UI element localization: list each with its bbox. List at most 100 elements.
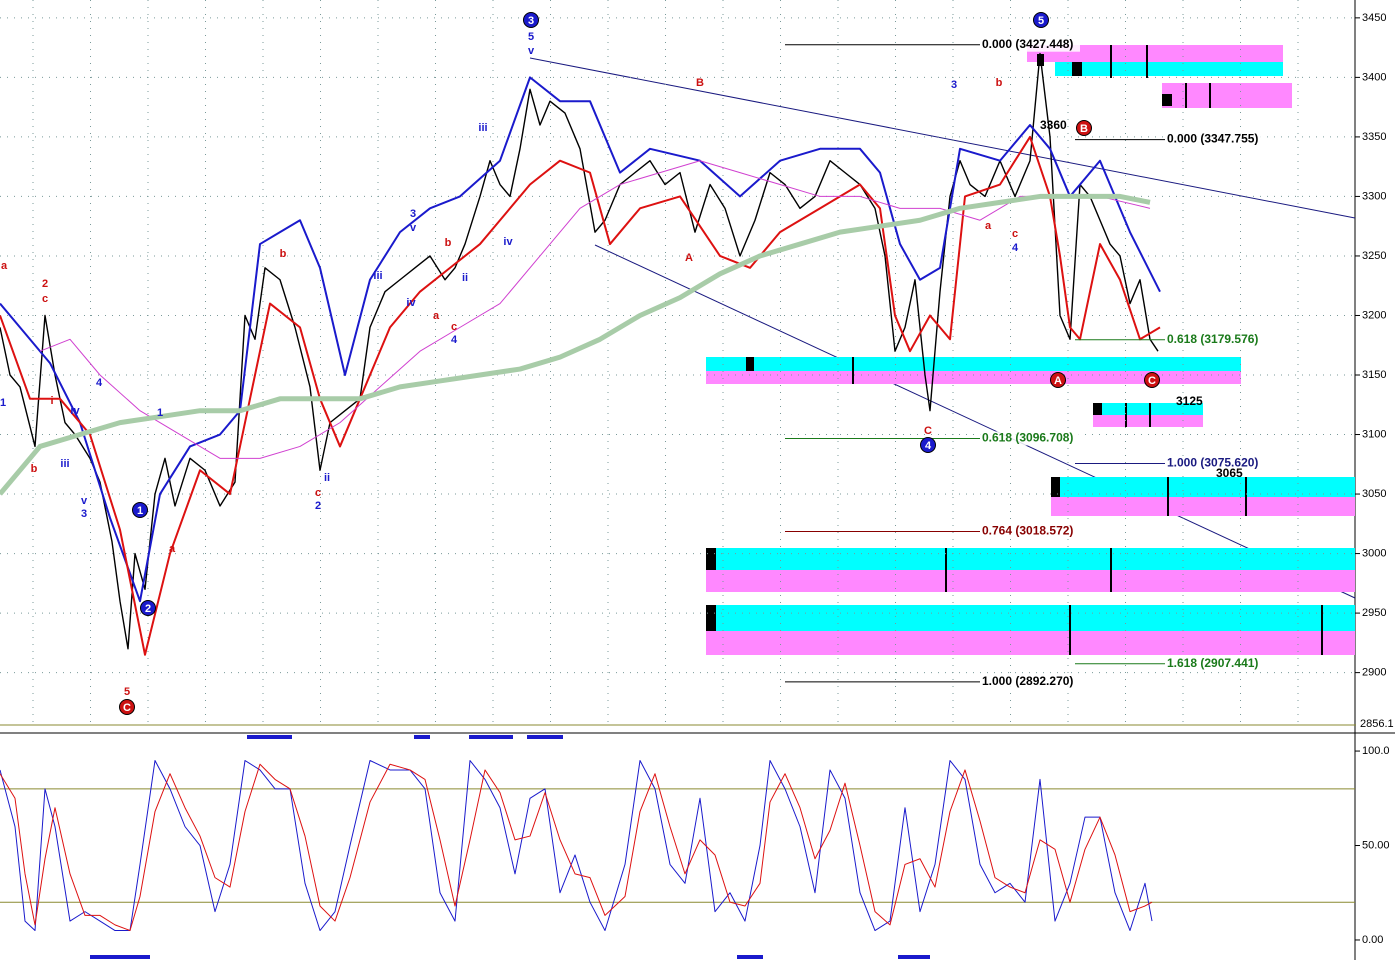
series-line	[0, 135, 1161, 656]
fib-label-bg	[980, 37, 1080, 52]
y-tick-label: 3150	[1362, 369, 1386, 381]
wave-label: C	[1148, 375, 1156, 387]
marker	[1162, 94, 1172, 106]
y-tick-label: 3200	[1362, 309, 1386, 321]
zone	[1055, 62, 1283, 76]
y-tick-label: 3350	[1362, 131, 1386, 143]
marker	[1051, 477, 1060, 497]
series-line	[0, 52, 1159, 650]
y-tick-label: 3300	[1362, 190, 1386, 202]
zone	[1162, 83, 1292, 96]
fib-label: 1.000 (3075.620)	[1167, 456, 1258, 470]
wave-label: ii	[324, 472, 330, 484]
wave-label: iv	[503, 236, 513, 248]
wave-label: 2	[315, 500, 321, 512]
y-tick-label: 100.0	[1362, 745, 1390, 757]
fib-label: 1.618 (2907.441)	[1167, 656, 1258, 670]
fib-label: 0.000 (3427.448)	[982, 37, 1073, 51]
wave-label: 3	[410, 208, 416, 220]
signal-bar	[247, 735, 292, 739]
y-tick-label: 3100	[1362, 428, 1386, 440]
zone	[706, 371, 1241, 384]
wave-label: b	[31, 463, 38, 475]
wave-label: 1	[0, 397, 6, 409]
wave-label: 3	[951, 79, 957, 91]
wave-label: 3	[81, 508, 87, 520]
last-value-box	[1356, 718, 1395, 730]
wave-label: v	[81, 495, 88, 507]
wave-circle	[1144, 372, 1160, 388]
wave-label: 1	[157, 407, 163, 419]
wave-label: C	[123, 702, 131, 714]
fib-label-bg	[980, 431, 1080, 446]
y-tick-label: 0.00	[1362, 934, 1383, 946]
wave-circle	[140, 600, 156, 616]
wave-label: c	[42, 293, 48, 305]
wave-circle	[119, 699, 135, 715]
y-tick-label: 2950	[1362, 607, 1386, 619]
y-tick-label: 3050	[1362, 488, 1386, 500]
wave-circle	[1076, 120, 1092, 136]
wave-label: iii	[60, 458, 69, 470]
y-tick-label: 3400	[1362, 71, 1386, 83]
fib-label-bg	[1165, 656, 1265, 671]
fib-label: 0.618 (3096.708)	[982, 431, 1073, 445]
wave-circle	[1033, 12, 1049, 28]
signal-bar	[737, 955, 763, 959]
wave-label: C	[924, 425, 932, 437]
wave-label: 4	[96, 377, 103, 389]
wave-label: a	[1, 260, 8, 272]
zone	[1051, 497, 1355, 516]
zone	[706, 605, 1355, 631]
series-line	[0, 76, 1161, 603]
fib-label: 0.000 (3347.755)	[1167, 132, 1258, 146]
wave-label: 4	[1012, 242, 1019, 254]
marker	[706, 548, 716, 570]
wave-label: iv	[70, 405, 80, 417]
series-line	[0, 760, 1153, 932]
signal-bar	[898, 955, 930, 959]
wave-label: i	[50, 395, 53, 407]
y-tick-label: 3000	[1362, 547, 1386, 559]
wave-label: b	[445, 237, 452, 249]
y-tick-label: 2900	[1362, 667, 1386, 679]
fib-label-bg	[1165, 332, 1265, 347]
wave-label: 4	[925, 440, 932, 452]
zone	[706, 570, 1355, 592]
fib-label: 0.764 (3018.572)	[982, 524, 1073, 538]
zone	[706, 631, 1355, 655]
fib-label-bg	[1165, 132, 1265, 147]
wave-label: a	[169, 543, 176, 555]
signal-bar	[90, 955, 150, 959]
fib-label-bg	[980, 674, 1080, 689]
marker	[746, 357, 754, 371]
wave-label: iv	[406, 297, 416, 309]
axis-background	[1355, 0, 1395, 960]
wave-label: b	[280, 248, 287, 260]
wave-label: 5	[124, 686, 130, 698]
wave-circle	[132, 502, 148, 518]
wave-label: B	[1080, 123, 1088, 135]
wave-label: 2	[145, 603, 151, 615]
zone	[1162, 96, 1292, 108]
fib-label: 0.618 (3179.576)	[1167, 332, 1258, 346]
wave-label: c	[451, 321, 457, 333]
marker	[1093, 403, 1102, 415]
wave-label: c	[1012, 228, 1018, 240]
wave-circle	[1050, 372, 1066, 388]
signal-bar	[469, 735, 513, 739]
wave-label: iii	[478, 122, 487, 134]
wave-label: A	[685, 252, 693, 264]
wave-label: 5	[528, 31, 534, 43]
wave-label: v	[528, 45, 535, 57]
marker	[1072, 62, 1082, 76]
fib-label: 1.000 (2892.270)	[982, 674, 1073, 688]
wave-circle	[523, 12, 539, 28]
signal-bar	[414, 735, 430, 739]
zone	[1093, 415, 1203, 427]
wave-label: A	[1054, 375, 1062, 387]
y-tick-label: 3450	[1362, 12, 1386, 24]
wave-label: c	[315, 487, 321, 499]
